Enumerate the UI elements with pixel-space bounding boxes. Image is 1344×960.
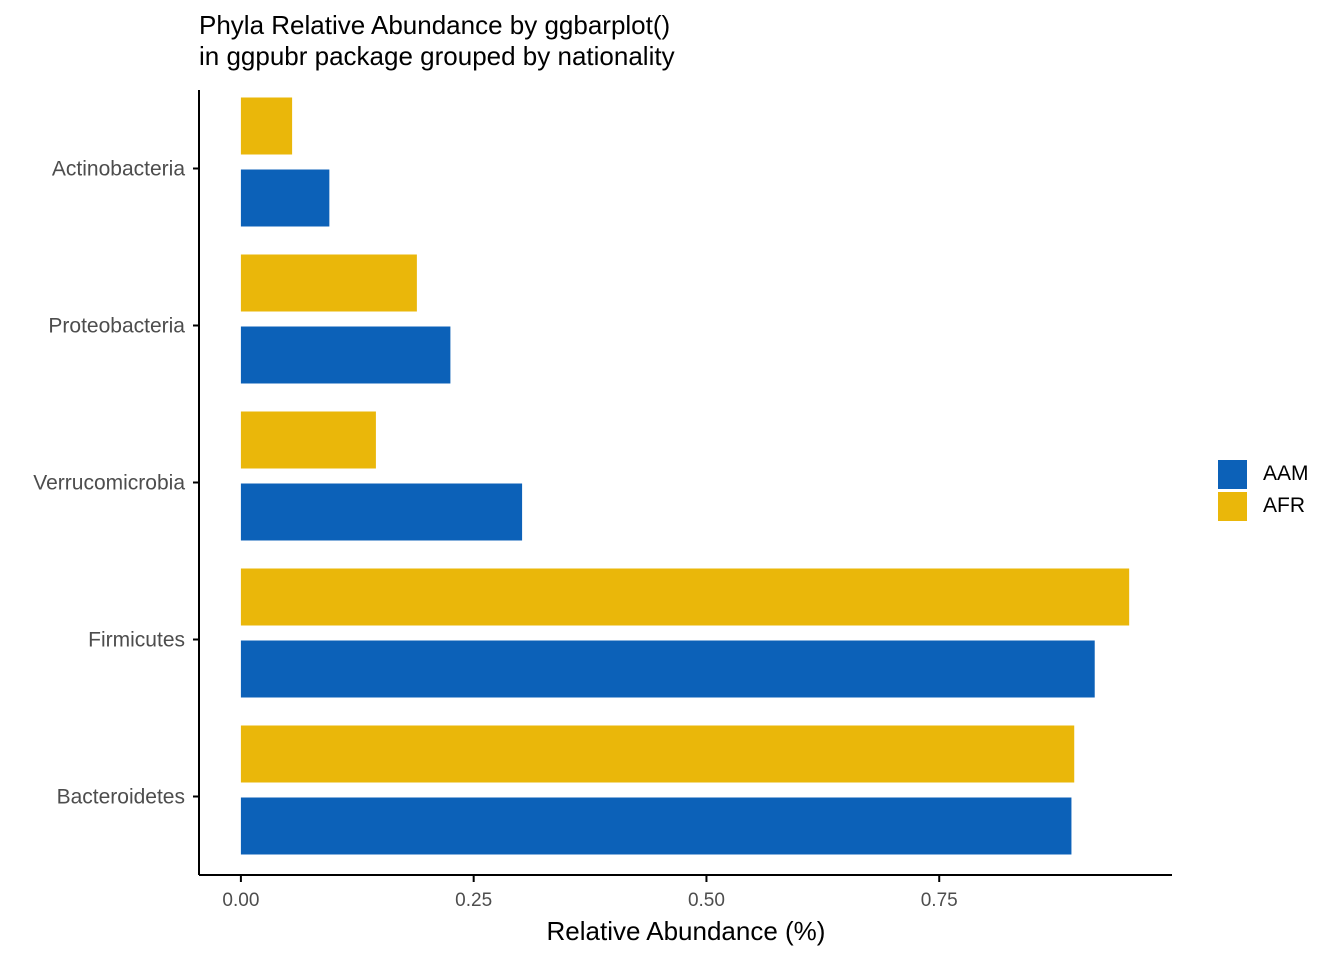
bar-aam-bacteroidetes [240,797,1072,855]
bar-aam-actinobacteria [240,169,330,227]
y-tick-label: Actinobacteria [52,158,185,181]
x-tick-label: 0.50 [688,890,725,911]
bar-aam-firmicutes [240,640,1095,698]
legend-item-afr: AFR [1218,490,1309,522]
y-tick-label: Firmicutes [88,629,185,652]
bar-afr-proteobacteria [240,254,417,312]
x-tick-label: 0.25 [455,890,492,911]
x-tick-label: 0.75 [921,890,958,911]
x-axis-label: Relative Abundance (%) [547,916,826,946]
chart-subtitle: in ggpubr package grouped by nationality [199,41,675,71]
y-tick-label: Bacteroidetes [57,786,185,809]
legend-item-aam: AAM [1218,458,1309,490]
bar-aam-verrucomicrobia [240,483,523,541]
bars-group [240,97,1130,855]
legend: AAM AFR [1218,458,1309,522]
x-tick-label: 0.00 [222,890,259,911]
y-tick-label: Verrucomicrobia [33,472,185,495]
x-axis-ticks: 0.00 0.25 0.50 0.75 [222,875,958,911]
legend-label-afr: AFR [1263,494,1305,517]
chart-title: Phyla Relative Abundance by ggbarplot() [199,10,671,40]
legend-label-aam: AAM [1263,462,1309,485]
legend-swatch-aam [1218,459,1247,489]
bar-aam-proteobacteria [240,326,451,384]
y-axis-ticks: Actinobacteria Proteobacteria Verrucomicro… [33,158,199,809]
bar-afr-actinobacteria [240,97,293,155]
bar-afr-verrucomicrobia [240,411,376,469]
chart-title-block: Phyla Relative Abundance by ggbarplot() … [199,10,675,72]
bar-afr-firmicutes [240,568,1130,626]
legend-swatch-afr [1218,491,1247,521]
y-tick-label: Proteobacteria [48,315,185,338]
bar-afr-bacteroidetes [240,725,1075,783]
